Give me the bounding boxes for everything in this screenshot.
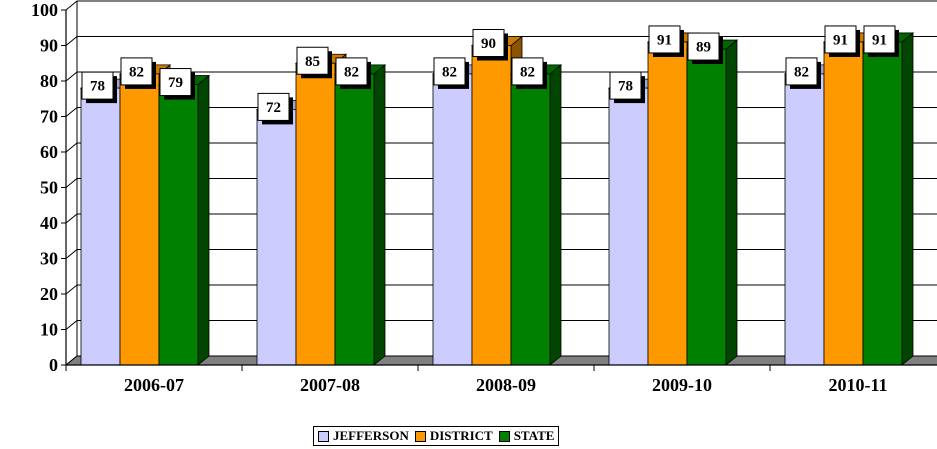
- bar-side: [725, 39, 738, 366]
- gridline-depth: [65, 0, 78, 11]
- data-label-box: [120, 57, 153, 86]
- y-tick-label: 80: [40, 71, 58, 91]
- data-label: 72: [266, 100, 281, 116]
- gridline-depth: [65, 178, 78, 188]
- data-label: 82: [442, 64, 457, 80]
- bar-side: [549, 64, 562, 366]
- x-tick-label: 2009-10: [652, 375, 712, 395]
- data-label-box: [472, 29, 505, 57]
- data-label: 82: [129, 64, 144, 80]
- y-tick-label: 70: [40, 107, 58, 127]
- gridline-depth: [65, 284, 78, 295]
- bar-front: [471, 45, 512, 366]
- legend: JEFFERSON DISTRICT STATE: [313, 426, 560, 446]
- gridline-depth: [65, 107, 78, 117]
- data-label-box: [824, 25, 857, 54]
- data-label: 91: [657, 32, 672, 48]
- data-label: 82: [794, 64, 809, 80]
- bar: [157, 74, 211, 366]
- bar-front: [80, 87, 121, 366]
- legend-item: JEFFERSON: [318, 428, 409, 444]
- y-tick-label: 0: [49, 355, 58, 375]
- data-label-box: [609, 71, 642, 100]
- bar: [509, 64, 563, 366]
- data-label: 78: [90, 79, 105, 95]
- bar-front: [119, 73, 160, 366]
- data-label-box: [511, 57, 544, 86]
- bar: [861, 32, 915, 366]
- legend-item: DISTRICT: [414, 428, 493, 444]
- axes: 2006-07 2007-08 2008-09 2009-10 2010-11 0 10 20…: [31, 0, 937, 395]
- y-tick-label: 40: [40, 213, 58, 233]
- x-tick-label: 2007-08: [300, 375, 360, 395]
- x-tick-label: 2008-09: [476, 375, 536, 395]
- x-tick-label: 2006-07: [124, 375, 184, 395]
- bar-front: [647, 41, 688, 366]
- legend-swatch: [318, 430, 329, 442]
- gridline-depth: [65, 213, 78, 224]
- data-label-box: [81, 71, 114, 100]
- gridline-depth: [65, 249, 78, 259]
- data-label-box: [257, 92, 290, 121]
- bar-side: [197, 74, 210, 366]
- data-label: 79: [168, 75, 183, 91]
- legend-item: STATE: [498, 428, 555, 444]
- bar-front: [686, 48, 727, 366]
- bar-front: [295, 62, 336, 366]
- bar: [333, 64, 387, 366]
- data-label-box: [785, 57, 818, 86]
- data-label-box: [335, 57, 368, 86]
- bar-front: [334, 73, 375, 366]
- data-label: 91: [872, 32, 887, 48]
- data-labels: 78 82 79 72 85 82 82 90 82 78 91 89 82 91 91: [81, 25, 899, 125]
- legend-label: DISTRICT: [429, 428, 493, 443]
- y-tick-label: 90: [40, 36, 58, 56]
- y-tick-label: 60: [40, 142, 58, 162]
- y-tick-label: 100: [31, 0, 58, 20]
- legend-label: STATE: [513, 428, 555, 443]
- gridline-depth: [65, 142, 78, 153]
- bar-front: [158, 84, 199, 366]
- y-tick-label: 20: [40, 284, 58, 304]
- bar-front: [256, 109, 297, 366]
- legend-label: JEFFERSON: [333, 428, 409, 443]
- gridline-depth: [65, 320, 78, 330]
- y-tick-label: 50: [40, 178, 58, 198]
- data-label-box: [863, 25, 896, 54]
- bars: [79, 32, 915, 366]
- bar: [685, 39, 739, 366]
- data-label: 85: [305, 54, 320, 70]
- data-label: 82: [520, 64, 535, 80]
- bar-front: [784, 73, 825, 366]
- data-label: 91: [833, 32, 848, 48]
- gridline-depth: [65, 36, 78, 46]
- legend-swatch: [414, 430, 426, 442]
- x-tick-label: 2010-11: [828, 375, 887, 395]
- bar-front: [823, 41, 864, 366]
- bar-front: [862, 41, 903, 366]
- gridline-depth: [65, 71, 78, 82]
- legend-swatch: [498, 430, 510, 442]
- data-label-box: [296, 46, 329, 75]
- y-tick-label: 10: [40, 320, 58, 340]
- bar-side: [901, 32, 914, 366]
- data-label: 82: [344, 64, 359, 80]
- bar-front: [510, 73, 551, 366]
- bar-side: [373, 64, 386, 366]
- y-tick-label: 30: [40, 249, 58, 269]
- data-label-box: [159, 68, 192, 97]
- data-label-box: [648, 25, 681, 54]
- data-label: 78: [618, 79, 633, 95]
- data-label-box: [433, 57, 466, 86]
- bar-front: [608, 87, 649, 366]
- bar-front: [432, 73, 473, 366]
- data-label-box: [687, 32, 720, 61]
- data-label: 90: [481, 36, 496, 52]
- data-label: 89: [696, 40, 711, 56]
